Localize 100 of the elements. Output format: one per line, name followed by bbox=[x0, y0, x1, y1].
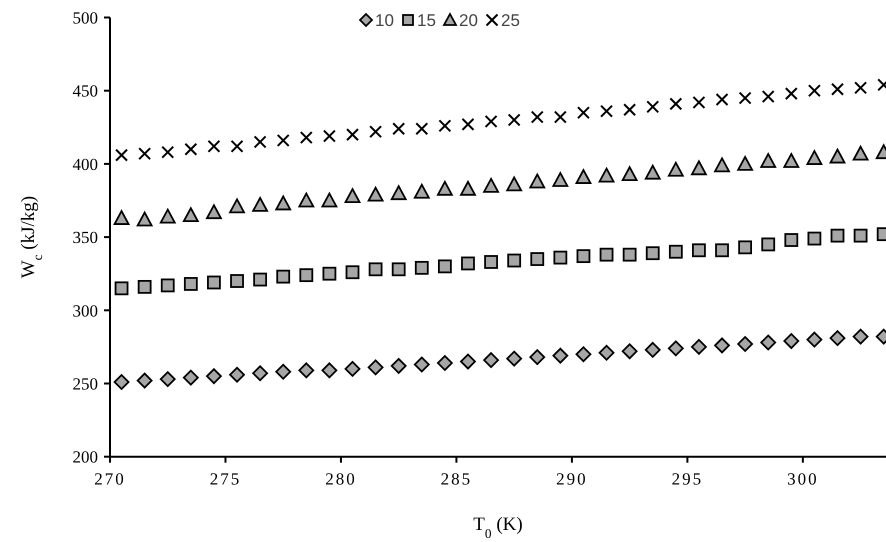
point bbox=[368, 262, 382, 276]
point bbox=[806, 332, 822, 348]
point bbox=[762, 90, 775, 104]
point bbox=[738, 240, 752, 254]
point bbox=[508, 113, 521, 126]
point bbox=[275, 364, 292, 380]
point bbox=[830, 330, 846, 346]
point bbox=[182, 370, 199, 386]
point bbox=[506, 176, 522, 192]
point bbox=[669, 97, 682, 110]
point bbox=[298, 362, 314, 378]
y-tick-label: 200 bbox=[72, 448, 98, 467]
point bbox=[507, 254, 522, 268]
point bbox=[600, 248, 614, 262]
point bbox=[530, 252, 544, 266]
point bbox=[229, 366, 245, 383]
point bbox=[738, 92, 752, 105]
point bbox=[644, 342, 661, 358]
point bbox=[576, 106, 590, 120]
point bbox=[598, 168, 614, 183]
point bbox=[136, 212, 153, 226]
point bbox=[390, 185, 407, 200]
point bbox=[552, 172, 568, 187]
point bbox=[114, 374, 130, 390]
point bbox=[207, 140, 220, 153]
point bbox=[530, 110, 544, 124]
point bbox=[138, 147, 152, 160]
point bbox=[854, 228, 868, 243]
point bbox=[346, 265, 360, 280]
point bbox=[737, 336, 754, 352]
point bbox=[230, 274, 244, 288]
y-tick-label: 400 bbox=[72, 154, 98, 174]
point bbox=[460, 180, 476, 196]
point bbox=[414, 184, 430, 199]
point bbox=[229, 198, 245, 214]
point bbox=[691, 160, 707, 176]
legend-label: 20 bbox=[459, 10, 478, 30]
point bbox=[461, 256, 475, 270]
point bbox=[715, 243, 729, 258]
point bbox=[668, 244, 683, 259]
point bbox=[161, 146, 174, 159]
point bbox=[252, 365, 268, 382]
x-tick-label: 290 bbox=[556, 470, 588, 489]
point bbox=[553, 250, 568, 264]
x-tick-label: 275 bbox=[210, 470, 242, 489]
point bbox=[390, 358, 407, 374]
point bbox=[160, 278, 175, 292]
point bbox=[460, 354, 476, 370]
point bbox=[646, 246, 660, 260]
point bbox=[808, 84, 821, 98]
point bbox=[622, 343, 638, 360]
point bbox=[760, 334, 776, 350]
point bbox=[369, 125, 382, 138]
point bbox=[436, 355, 453, 371]
y-tick-label: 500 bbox=[72, 8, 98, 28]
point bbox=[254, 135, 267, 148]
point bbox=[808, 232, 822, 246]
point bbox=[275, 196, 292, 210]
x-tick-label: 270 bbox=[94, 470, 126, 489]
point bbox=[783, 153, 800, 168]
point bbox=[368, 359, 384, 376]
point bbox=[761, 238, 776, 252]
point bbox=[344, 188, 360, 204]
point bbox=[576, 249, 590, 264]
point bbox=[483, 352, 499, 368]
point bbox=[298, 192, 314, 208]
point bbox=[644, 164, 661, 180]
point bbox=[784, 233, 798, 247]
point bbox=[182, 207, 199, 222]
point bbox=[136, 372, 153, 388]
x-tick-label: 295 bbox=[672, 470, 704, 489]
point bbox=[760, 153, 776, 168]
x-tick-label: 300 bbox=[787, 470, 819, 489]
point bbox=[344, 360, 360, 377]
point bbox=[554, 110, 567, 124]
point bbox=[160, 208, 176, 224]
point bbox=[414, 260, 429, 275]
point bbox=[115, 148, 128, 162]
point bbox=[576, 346, 592, 362]
point bbox=[692, 243, 706, 258]
point bbox=[438, 259, 452, 274]
point bbox=[230, 140, 244, 153]
point bbox=[852, 146, 868, 161]
point bbox=[114, 281, 128, 296]
y-tick-label: 300 bbox=[72, 301, 98, 320]
point bbox=[622, 166, 638, 182]
point bbox=[322, 266, 336, 281]
y-tick-label: 350 bbox=[72, 228, 98, 248]
x-tick-label: 280 bbox=[325, 470, 357, 489]
point bbox=[392, 262, 406, 276]
point bbox=[600, 104, 614, 118]
point bbox=[831, 82, 844, 96]
point bbox=[160, 371, 176, 388]
point bbox=[436, 180, 453, 196]
point bbox=[576, 169, 592, 184]
point bbox=[438, 119, 452, 132]
point bbox=[598, 344, 614, 361]
y-tick-label: 450 bbox=[72, 82, 98, 101]
point bbox=[646, 100, 660, 114]
point bbox=[461, 118, 474, 131]
